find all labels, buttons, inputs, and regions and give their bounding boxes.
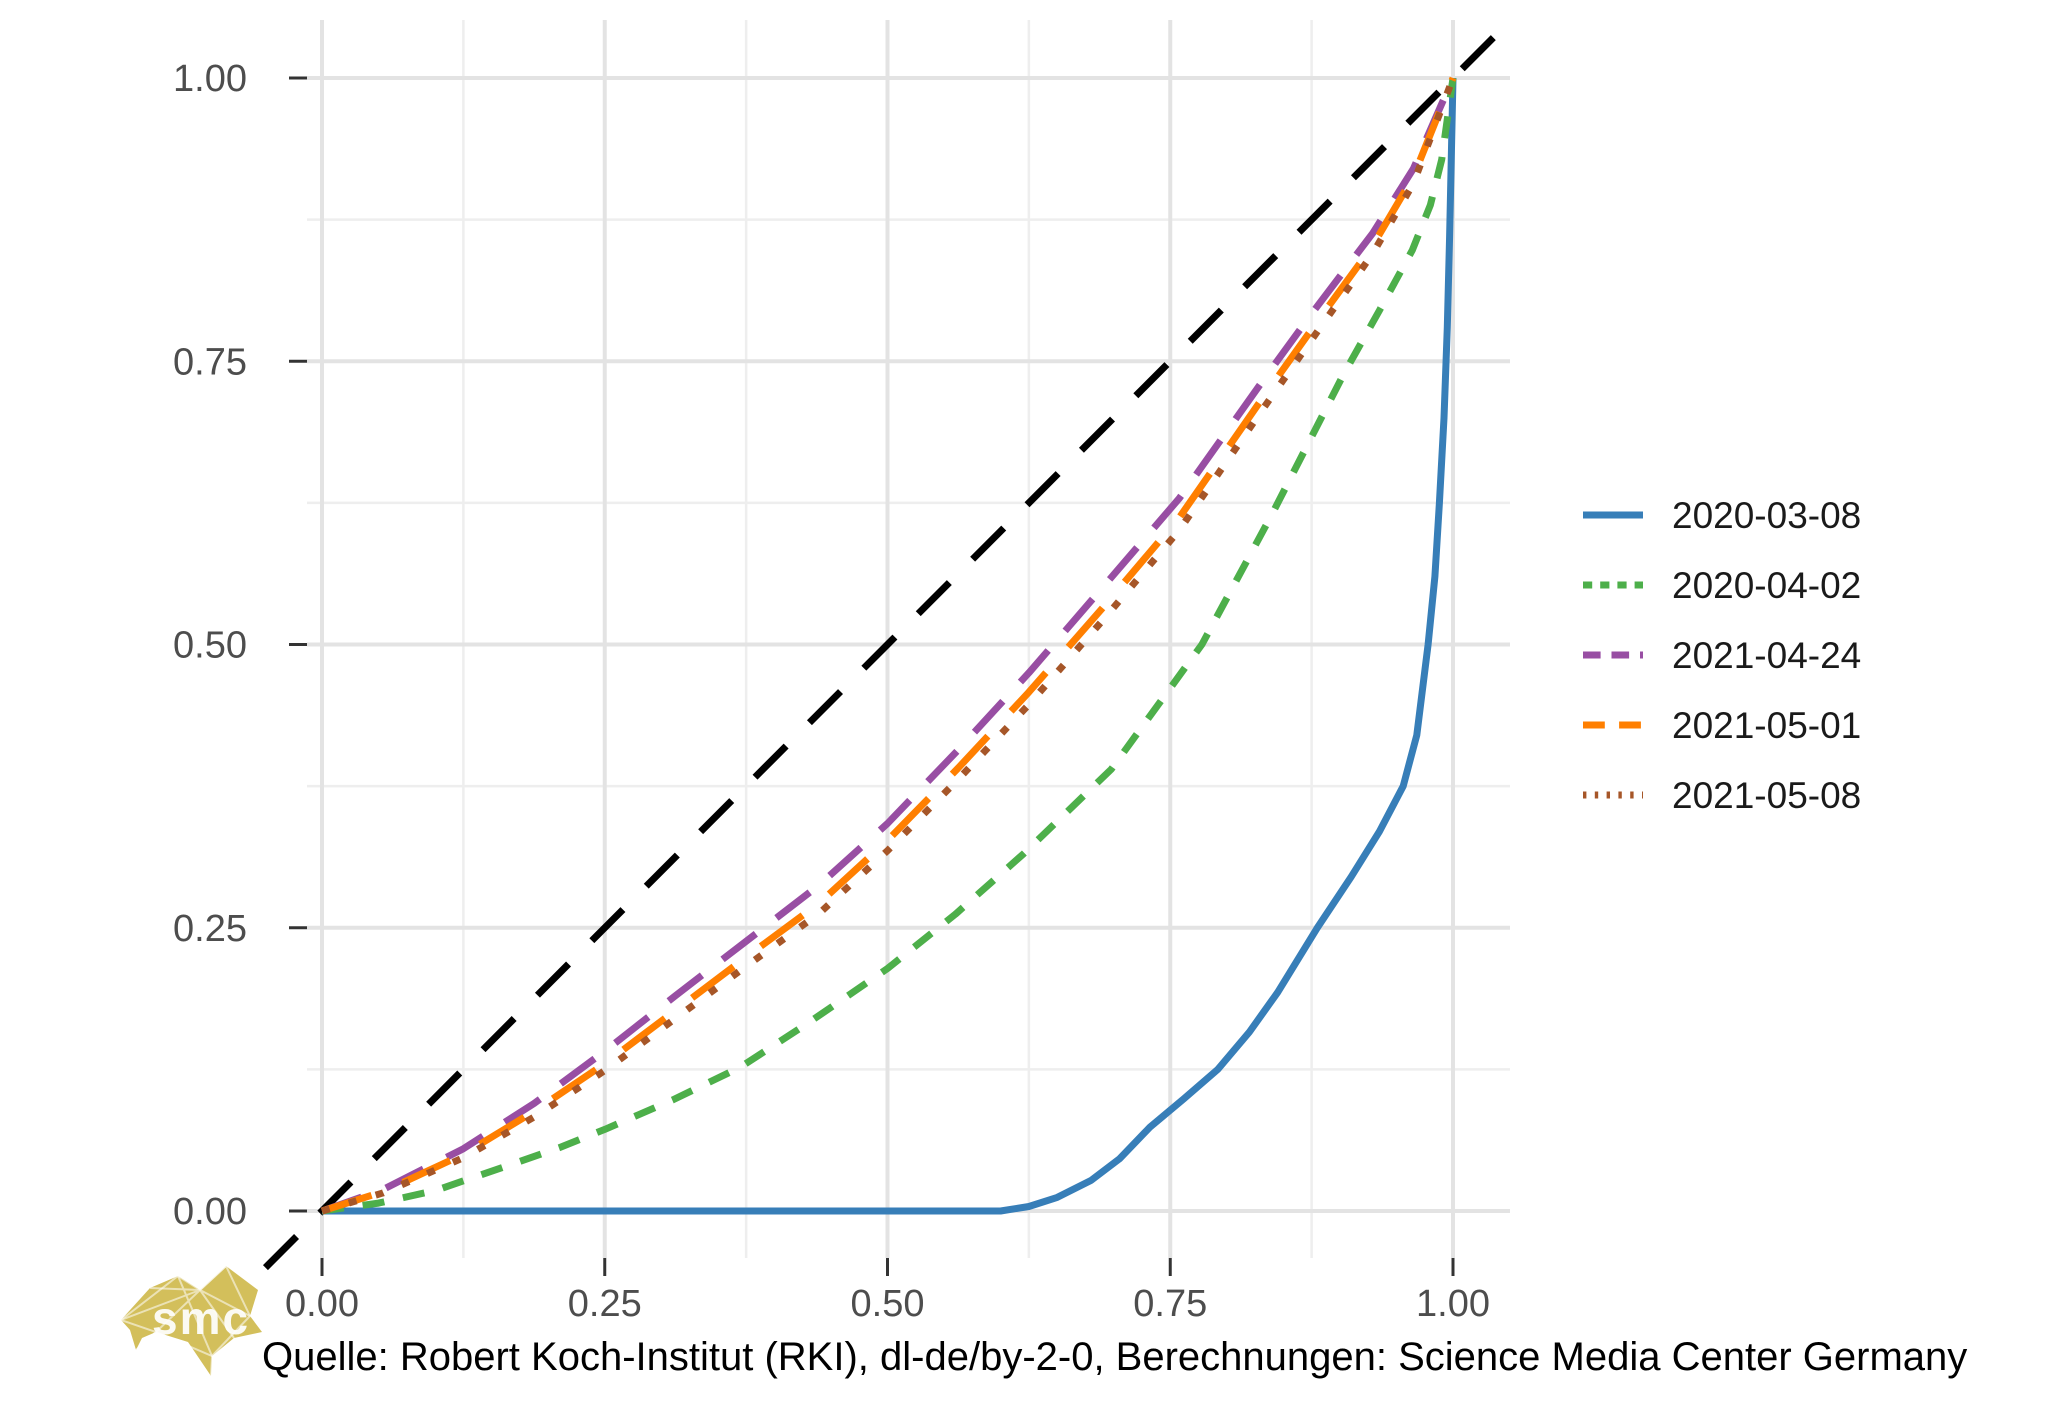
- smc-logo: smc: [120, 1264, 262, 1377]
- x-axis-labels: 0.00 0.25 0.50 0.75 1.00: [285, 1283, 1490, 1325]
- x-axis-tick-label: 0.75: [1133, 1283, 1207, 1325]
- series-curve-2020-03-08: [322, 77, 1457, 1215]
- legend-entry-2021-04-24: 2021-04-24: [1583, 635, 1861, 676]
- logo-mesh-lines: [120, 1264, 252, 1377]
- y-axis-tick-label: 1.00: [173, 58, 247, 100]
- legend-label-2021-05-01: 2021-05-01: [1672, 705, 1861, 746]
- legend-entry-2021-05-08: 2021-05-08: [1583, 775, 1861, 816]
- y-axis-tick-label: 0.75: [173, 341, 247, 383]
- x-axis-tick-label: 1.00: [1416, 1283, 1490, 1325]
- y-axis-tick-label: 0.25: [173, 908, 247, 950]
- x-axis-tick-label: 0.50: [851, 1283, 925, 1325]
- legend-label-2020-04-02: 2020-04-02: [1672, 565, 1861, 606]
- axis-ticks: [289, 76, 1455, 1276]
- legend-label-2021-04-24: 2021-04-24: [1672, 635, 1861, 676]
- x-axis-tick-label: 0.25: [568, 1283, 642, 1325]
- series-curve-2020-04-02: [321, 77, 1457, 1215]
- gridlines: [307, 20, 1510, 1258]
- legend-label-2020-03-08: 2020-03-08: [1672, 495, 1861, 536]
- equality-diagonal-line: [262, 16, 1515, 1271]
- y-axis-tick-label: 0.00: [173, 1191, 247, 1233]
- series-curve-2021-05-01: [320, 76, 1457, 1215]
- legend-entry-2020-04-02: 2020-04-02: [1583, 565, 1861, 606]
- legend-label-2021-05-08: 2021-05-08: [1672, 775, 1861, 816]
- y-axis-labels: 0.00 0.25 0.50 0.75 1.00: [173, 58, 247, 1233]
- source-caption: Quelle: Robert Koch-Institut (RKI), dl-d…: [262, 1335, 1968, 1379]
- smc-logo-text: smc: [152, 1292, 250, 1344]
- legend-entry-2021-05-01: 2021-05-01: [1583, 705, 1861, 746]
- smc-logo-shape: smc: [120, 1264, 262, 1377]
- series-curves: [320, 76, 1457, 1215]
- series-curve-2021-04-24: [320, 76, 1457, 1215]
- legend: 2020-03-08 2020-04-02 2021-04-24 2021-05-01…: [1583, 495, 1861, 816]
- x-axis-tick-label: 0.00: [285, 1283, 359, 1325]
- y-axis-tick-label: 0.50: [173, 625, 247, 667]
- legend-entry-2020-03-08: 2020-03-08: [1583, 495, 1861, 536]
